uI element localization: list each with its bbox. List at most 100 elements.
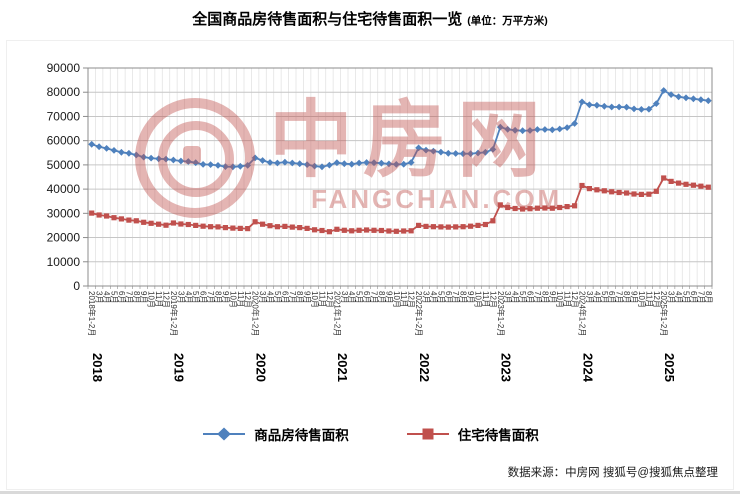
legend-label-residential: 住宅待售面积: [457, 428, 539, 443]
legend-item-commercial: 商品房待售面积: [201, 424, 349, 444]
x-axis-ticks: [87, 286, 713, 289]
svg-text:10月: 10月: [310, 291, 319, 308]
svg-text:8月: 8月: [540, 291, 549, 303]
svg-text:6月: 6月: [607, 291, 616, 303]
svg-text:2020年1-2月: 2020年1-2月: [251, 291, 261, 336]
svg-text:3月: 3月: [95, 291, 104, 303]
svg-text:8月: 8月: [377, 291, 386, 303]
svg-text:9月: 9月: [384, 291, 393, 303]
svg-text:5月: 5月: [273, 291, 282, 303]
svg-text:10月: 10月: [228, 291, 237, 308]
legend-item-residential: 住宅待售面积: [405, 424, 539, 444]
svg-text:5月: 5月: [682, 291, 691, 303]
svg-text:10月: 10月: [147, 291, 156, 308]
svg-text:5月: 5月: [110, 291, 119, 303]
svg-text:8月: 8月: [214, 291, 223, 303]
svg-text:12月: 12月: [570, 291, 579, 308]
svg-text:5月: 5月: [600, 291, 609, 303]
svg-text:2025: 2025: [662, 353, 677, 382]
svg-text:10月: 10月: [637, 291, 646, 308]
svg-text:3月: 3月: [258, 291, 267, 303]
svg-text:11月: 11月: [318, 291, 327, 307]
svg-text:9月: 9月: [548, 291, 557, 303]
svg-text:5月: 5月: [191, 291, 200, 303]
svg-text:60000: 60000: [47, 134, 81, 148]
svg-text:8月: 8月: [459, 291, 468, 303]
svg-text:11月: 11月: [154, 291, 163, 307]
svg-text:11月: 11月: [399, 291, 408, 307]
svg-text:3月: 3月: [340, 291, 349, 303]
svg-text:12月: 12月: [162, 291, 171, 308]
svg-text:8月: 8月: [132, 291, 141, 303]
svg-text:4月: 4月: [184, 291, 193, 303]
svg-text:3月: 3月: [422, 291, 431, 303]
svg-text:4月: 4月: [102, 291, 111, 303]
svg-text:6月: 6月: [526, 291, 535, 303]
chart-title-text: 全国商品房待售面积与住宅待售面积一览: [192, 11, 463, 28]
svg-text:4月: 4月: [674, 291, 683, 303]
svg-text:2018年1-2月: 2018年1-2月: [87, 291, 97, 336]
svg-text:7月: 7月: [533, 291, 542, 303]
svg-text:70000: 70000: [47, 109, 81, 123]
legend-square-residential-icon: [422, 428, 434, 440]
svg-text:7月: 7月: [288, 291, 297, 303]
svg-text:5月: 5月: [436, 291, 445, 303]
svg-text:3月: 3月: [176, 291, 185, 303]
svg-text:11月: 11月: [563, 291, 572, 307]
chart-frame: [6, 40, 734, 490]
svg-text:10月: 10月: [392, 291, 401, 308]
series-commercial: [88, 87, 712, 171]
svg-text:11月: 11月: [481, 291, 490, 307]
svg-text:7月: 7月: [615, 291, 624, 303]
svg-text:6月: 6月: [444, 291, 453, 303]
svg-text:7月: 7月: [370, 291, 379, 303]
svg-text:6月: 6月: [362, 291, 371, 303]
svg-text:2018: 2018: [90, 353, 105, 382]
svg-text:10月: 10月: [555, 291, 564, 308]
svg-text:2022年1-2月: 2022年1-2月: [414, 291, 424, 336]
svg-text:2022: 2022: [417, 353, 432, 382]
y-axis-labels: 0 10000 20000 30000 40000 50000 60000 70000 8000…: [47, 61, 88, 293]
svg-text:4月: 4月: [266, 291, 275, 303]
svg-text:12月: 12月: [488, 291, 497, 308]
svg-text:2024年1-2月: 2024年1-2月: [578, 291, 588, 336]
svg-text:5月: 5月: [355, 291, 364, 303]
svg-text:4月: 4月: [347, 291, 356, 303]
svg-text:10000: 10000: [47, 255, 81, 269]
svg-text:3月: 3月: [585, 291, 594, 303]
svg-text:12月: 12月: [652, 291, 661, 308]
svg-text:2020: 2020: [253, 353, 268, 382]
bottom-divider: [0, 491, 740, 494]
svg-text:3月: 3月: [503, 291, 512, 303]
svg-text:11月: 11月: [644, 291, 653, 307]
legend-marker-commercial-icon: [203, 427, 246, 441]
svg-text:6月: 6月: [199, 291, 208, 303]
legend: 商品房待售面积 住宅待售面积: [0, 424, 740, 444]
data-source: 数据来源：中房网 搜狐号@搜狐焦点整理: [507, 467, 718, 479]
svg-text:9月: 9月: [630, 291, 639, 303]
svg-text:2023年1-2月: 2023年1-2月: [496, 291, 506, 336]
svg-text:40000: 40000: [47, 182, 81, 196]
svg-text:12月: 12月: [407, 291, 416, 308]
svg-text:6月: 6月: [117, 291, 126, 303]
svg-text:2024: 2024: [580, 353, 595, 383]
vertical-gridlines: [87, 68, 713, 286]
svg-text:2025年1-2月: 2025年1-2月: [659, 291, 669, 336]
svg-text:11月: 11月: [236, 291, 245, 307]
svg-text:7月: 7月: [124, 291, 133, 303]
chart-title: 全国商品房待售面积与住宅待售面积一览 (单位：万平方米): [0, 8, 740, 29]
svg-text:4月: 4月: [592, 291, 601, 303]
svg-text:10月: 10月: [474, 291, 483, 308]
svg-text:2019年1-2月: 2019年1-2月: [169, 291, 179, 336]
svg-text:7月: 7月: [451, 291, 460, 303]
legend-diamond-commercial-icon: [217, 427, 232, 441]
svg-text:6月: 6月: [689, 291, 698, 303]
svg-text:2019: 2019: [172, 353, 187, 382]
svg-text:12月: 12月: [243, 291, 252, 308]
svg-text:90000: 90000: [47, 61, 81, 75]
svg-text:7月: 7月: [696, 291, 705, 303]
svg-text:9月: 9月: [466, 291, 475, 303]
svg-text:9月: 9月: [221, 291, 230, 303]
